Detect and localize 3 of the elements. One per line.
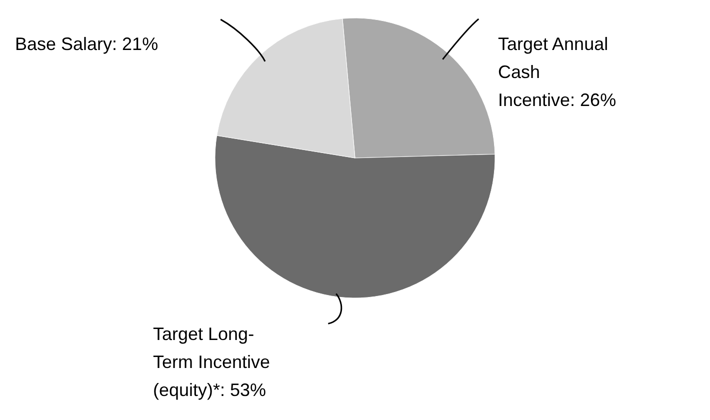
slice-label: Base Salary: 21%: [15, 34, 158, 54]
slice-label: Target Long-Term Incentive (equity)*: 53%: [153, 324, 270, 400]
slice-label: Target Annual Cash Incentive: 26%: [498, 34, 616, 110]
